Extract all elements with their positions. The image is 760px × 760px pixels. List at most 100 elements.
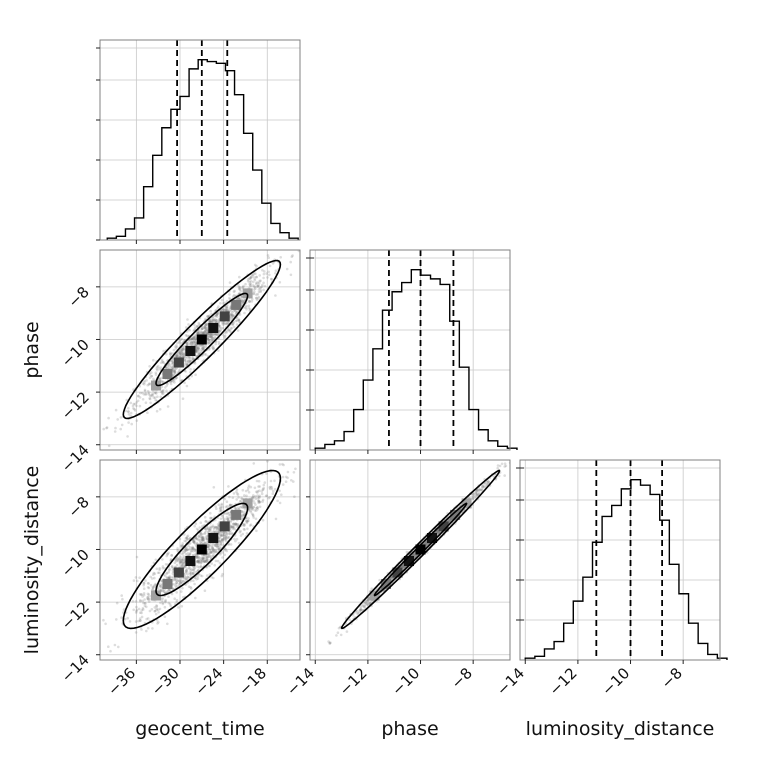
sample-point [215,313,218,317]
sample-point [192,549,195,553]
sample-point [224,548,228,551]
sample-point [248,309,252,312]
sample-point [172,348,176,352]
sample-point [239,297,242,300]
sample-point [173,381,176,384]
sample-point [246,527,249,531]
sample-point [205,327,208,331]
sample-point [148,609,152,613]
sample-point [195,346,198,350]
sample-point [155,604,158,607]
sample-point [200,538,203,542]
sample-point [481,486,484,489]
sample-point [225,309,229,312]
sample-point [183,359,187,363]
sample-point [210,346,214,349]
sample-point [154,371,158,375]
sample-point [179,349,182,352]
sample-point [238,320,241,324]
sample-point [244,306,248,309]
sample-point [140,609,143,612]
sample-point [215,312,219,316]
sample-point [210,335,214,339]
sample-point [161,565,165,568]
sample-point [154,612,158,616]
sample-point [197,346,201,350]
sample-point [218,329,222,333]
sample-point [215,542,219,546]
sample-point [249,280,253,283]
sample-point [226,505,229,508]
sample-point [219,328,222,332]
sample-point [132,579,136,582]
sample-point [153,609,157,613]
sample-point [217,544,220,547]
sample-point [210,551,214,554]
sample-point [238,499,242,503]
sample-point [197,561,200,565]
sample-point [230,309,233,313]
sample-point [152,561,156,565]
sample-point [142,583,145,587]
sample-point [228,306,232,309]
sample-point [402,565,405,569]
sample-point [197,559,200,562]
sample-point [115,601,119,605]
sample-point [198,331,201,335]
sample-point [102,427,105,431]
sample-point [160,385,164,389]
sample-point [203,326,207,329]
sample-point [151,392,154,396]
sample-point [201,556,204,560]
sample-point [235,498,238,501]
sample-point [167,571,170,574]
sample-point [208,341,212,345]
sample-point [203,324,207,328]
sample-point [199,532,203,536]
sample-point [257,479,261,483]
sample-point [126,410,130,414]
sample-point [208,555,211,558]
contour-level-1 [155,292,249,387]
sample-point [390,576,393,580]
sample-point [212,486,216,489]
sample-point [199,562,203,565]
sample-point [187,538,190,541]
sample-point [257,499,260,502]
sample-point [188,552,192,555]
sample-point [175,598,179,602]
sample-point [255,298,259,302]
sample-point [203,330,206,334]
sample-point [107,444,111,448]
sample-point [191,540,195,543]
sample-point [281,483,285,486]
sample-point [153,576,156,580]
sample-point [221,556,224,559]
sample-point [217,547,221,551]
sample-point [250,300,254,303]
sample-point [485,483,489,486]
sample-point [113,643,117,647]
sample-point [215,313,219,316]
sample-point [171,357,174,361]
sample-point [202,558,205,561]
contour-level-0 [122,259,282,420]
sample-point [176,548,179,552]
sample-point [226,536,230,540]
sample-point [487,480,490,484]
sample-point [273,479,276,483]
sample-point [242,523,245,526]
sample-point [264,494,268,498]
sample-point [257,499,260,503]
sample-point [164,598,167,602]
sample-point [255,506,259,509]
sample-point [184,548,188,552]
panel-frame [519,459,721,661]
sample-point [229,503,232,507]
sample-point [245,532,249,535]
sample-point [127,407,130,410]
sample-point [174,355,177,358]
x-tick-label: −30 [148,664,183,699]
sample-point [405,550,409,554]
sample-point [218,330,221,333]
